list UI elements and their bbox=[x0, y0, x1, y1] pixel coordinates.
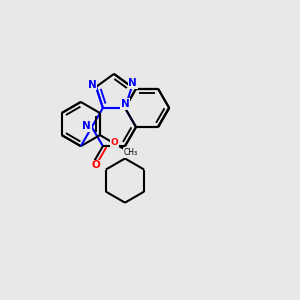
Text: O: O bbox=[92, 160, 100, 170]
Text: CH₃: CH₃ bbox=[124, 148, 138, 157]
Text: O: O bbox=[110, 138, 118, 147]
Text: N: N bbox=[88, 80, 97, 89]
Text: N: N bbox=[121, 99, 129, 109]
Text: N: N bbox=[128, 78, 137, 88]
Text: N: N bbox=[82, 122, 91, 131]
